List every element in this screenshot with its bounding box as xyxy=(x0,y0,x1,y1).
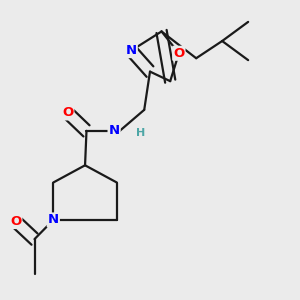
Text: O: O xyxy=(173,47,184,60)
Text: H: H xyxy=(136,128,146,138)
Text: N: N xyxy=(48,214,59,226)
Text: O: O xyxy=(62,106,74,119)
Text: N: N xyxy=(109,124,120,137)
Text: O: O xyxy=(10,215,21,228)
Text: N: N xyxy=(126,44,137,57)
